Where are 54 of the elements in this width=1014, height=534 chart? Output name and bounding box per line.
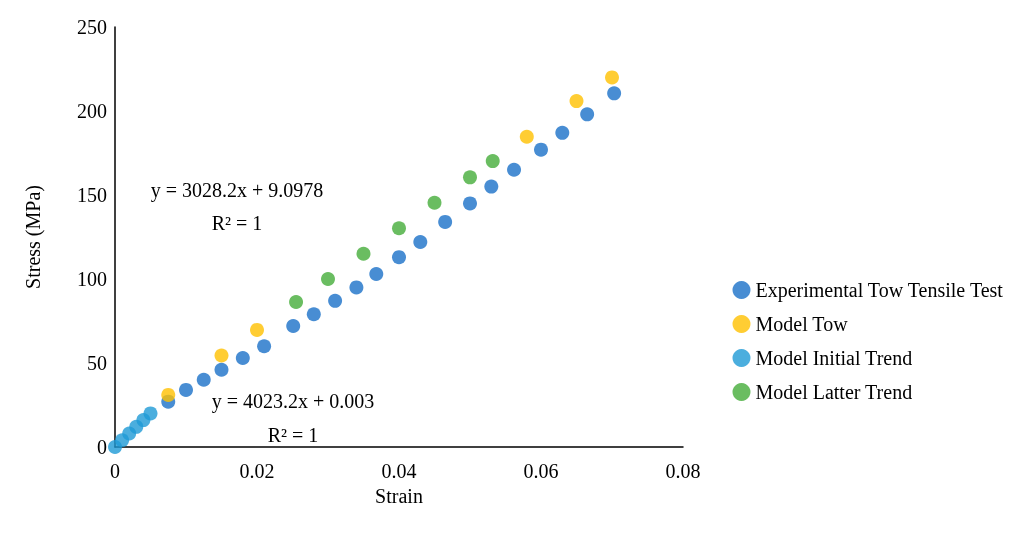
y-tick-label: 50 <box>87 352 107 374</box>
point <box>356 246 371 261</box>
y-axis-title: Stress (MPa) <box>22 185 45 289</box>
point <box>485 154 500 169</box>
point <box>519 129 534 144</box>
point <box>484 179 499 194</box>
point <box>286 319 301 334</box>
point <box>235 350 250 365</box>
x-tick-label: 0.02 <box>239 460 275 482</box>
point <box>257 339 272 354</box>
point <box>580 107 595 122</box>
y-tick-label: 0 <box>97 436 107 458</box>
legend-label: Model Tow <box>755 313 849 335</box>
legend-label: Model Initial Trend <box>755 347 913 369</box>
point <box>534 142 548 157</box>
point <box>179 382 193 397</box>
point <box>392 221 406 236</box>
point <box>161 387 176 402</box>
point <box>214 362 229 377</box>
point <box>555 125 570 140</box>
point <box>306 307 321 322</box>
point <box>143 406 158 421</box>
annotation: R² = 1 <box>267 424 319 446</box>
annotation: R² = 1 <box>211 212 263 234</box>
x-tick-label: 0.04 <box>381 460 417 482</box>
x-axis-title: Strain <box>375 484 423 507</box>
point <box>507 162 522 177</box>
legend-label: Experimental Tow Tensile Test <box>755 279 1004 302</box>
annotation: y = 3028.2x + 9.0978 <box>150 179 324 202</box>
point <box>569 94 584 109</box>
y-tick-label: 200 <box>77 100 107 122</box>
point <box>463 196 477 211</box>
point <box>250 322 264 337</box>
annotation: y = 4023.2x + 0.003 <box>211 390 375 413</box>
point <box>392 250 406 265</box>
point <box>349 280 364 295</box>
point <box>214 348 229 363</box>
point <box>289 295 304 310</box>
legend-label: Model Latter Trend <box>755 381 913 403</box>
point <box>321 272 335 286</box>
point <box>413 235 428 250</box>
x-tick-label: 0.08 <box>665 460 701 482</box>
point <box>196 372 211 387</box>
point <box>369 266 384 281</box>
point <box>463 170 477 185</box>
y-tick-label: 100 <box>77 268 107 290</box>
y-tick-label: 150 <box>77 184 107 206</box>
point <box>605 70 619 85</box>
x-tick-label: 0.06 <box>523 460 559 482</box>
point <box>427 195 442 210</box>
point <box>328 293 343 308</box>
y-tick-label: 250 <box>77 16 107 38</box>
point <box>607 86 622 101</box>
point <box>438 214 453 229</box>
